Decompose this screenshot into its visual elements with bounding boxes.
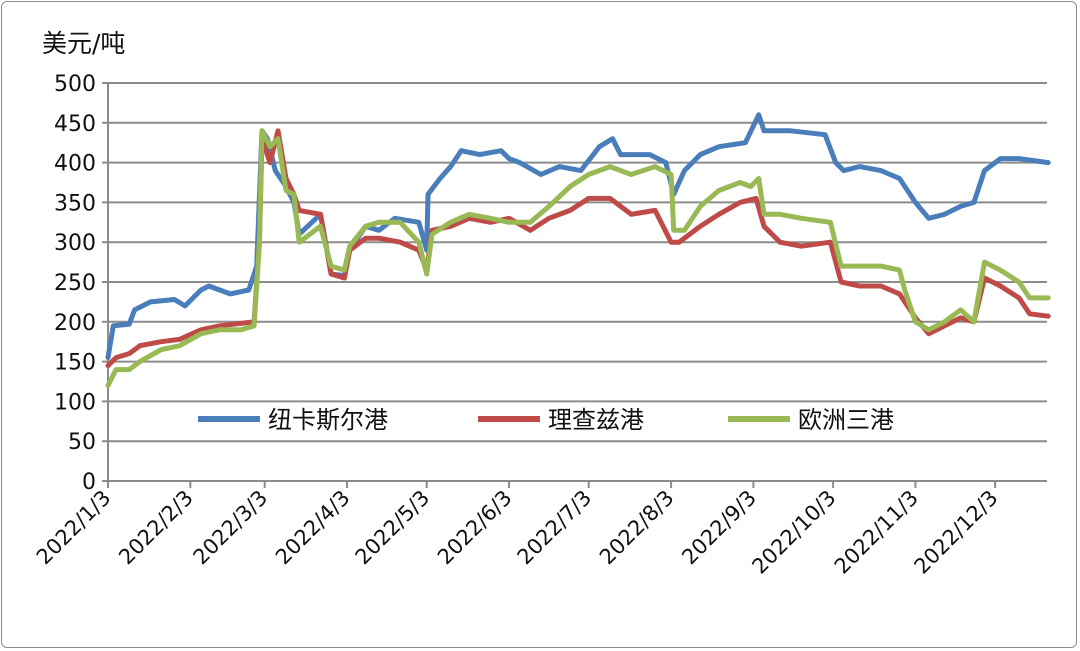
x-tick-label: 2022/1/3 <box>32 486 116 570</box>
x-tick-label: 2022/11/3 <box>830 486 923 579</box>
y-tick-label: 350 <box>54 191 96 216</box>
x-tick-label: 2022/6/3 <box>433 486 517 570</box>
legend-label: 理查兹港 <box>548 406 644 434</box>
y-tick-label: 100 <box>54 390 96 415</box>
gridlines <box>108 82 1047 443</box>
y-tick-label: 0 <box>82 470 96 495</box>
y-tick-label: 150 <box>54 351 96 376</box>
y-axis-label: 美元/吨 <box>42 29 125 58</box>
series-lines <box>105 112 1051 388</box>
y-tick-label: 400 <box>54 152 96 177</box>
x-tick-label: 2022/9/3 <box>677 486 761 570</box>
legend: 纽卡斯尔港 理查兹港 欧洲三港 <box>198 406 894 434</box>
y-tick-label: 250 <box>54 271 96 296</box>
legend-label: 欧洲三港 <box>798 406 894 434</box>
series-line-2 <box>105 128 1051 388</box>
x-tick-label: 2022/12/3 <box>910 486 1003 579</box>
y-tick-label: 450 <box>54 112 96 137</box>
x-tick-label: 2022/10/3 <box>748 486 841 579</box>
y-tick-label: 300 <box>54 231 96 256</box>
y-tick-label: 500 <box>54 72 96 97</box>
y-tick-label: 50 <box>68 430 96 455</box>
x-tick-label: 2022/4/3 <box>271 486 355 570</box>
y-tick-label: 200 <box>54 311 96 336</box>
x-tick-label: 2022/8/3 <box>595 486 679 570</box>
x-tick-label: 2022/7/3 <box>513 486 597 570</box>
series-line-1 <box>105 128 1051 369</box>
axes: 0501001502002503003504004505002022/1/320… <box>32 72 1047 579</box>
x-tick-label: 2022/2/3 <box>114 486 198 570</box>
x-tick-label: 2022/5/3 <box>351 486 435 570</box>
legend-label: 纽卡斯尔港 <box>268 406 388 434</box>
x-tick-label: 2022/3/3 <box>189 486 273 570</box>
